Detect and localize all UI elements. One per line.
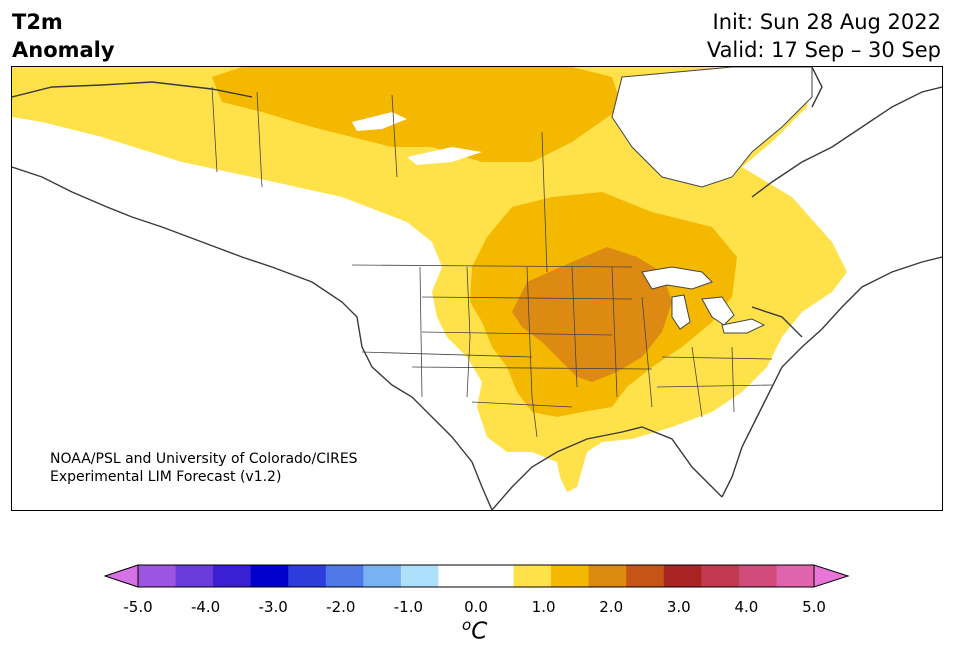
colorbar-tick-label: 2.0 bbox=[599, 598, 624, 616]
colorbar-cell bbox=[588, 565, 627, 587]
forecast-dates: Init: Sun 28 Aug 2022 Valid: 17 Sep – 30… bbox=[707, 8, 941, 64]
colorbar-cell bbox=[400, 565, 439, 587]
colorbar-cell bbox=[626, 565, 665, 587]
colorbar-min-extension bbox=[103, 564, 139, 588]
colorbar-cell bbox=[288, 565, 327, 587]
colorbar-tick-label: 5.0 bbox=[802, 598, 826, 616]
colorbar-unit: oC bbox=[462, 616, 487, 645]
colorbar-tick-label: 0.0 bbox=[464, 598, 488, 616]
colorbar-cell bbox=[663, 565, 702, 587]
credit-text: NOAA/PSL and University of Colorado/CIRE… bbox=[50, 450, 358, 486]
hudson-bay bbox=[611, 67, 813, 188]
anomaly-shading-1.5 bbox=[512, 247, 672, 382]
colorbar-cell bbox=[175, 565, 214, 587]
colorbar-tick-label: 4.0 bbox=[734, 598, 759, 616]
colorbar bbox=[103, 564, 850, 588]
colorbar-cell bbox=[250, 565, 289, 587]
political-borders bbox=[211, 86, 773, 438]
variable-title: T2m bbox=[12, 10, 63, 34]
plot-title: T2m Anomaly bbox=[12, 8, 115, 64]
credit-line-2: Experimental LIM Forecast (v1.2) bbox=[50, 469, 282, 485]
colorbar-outline bbox=[137, 564, 815, 588]
variable-subtitle: Anomaly bbox=[12, 38, 115, 62]
credit-line-1: NOAA/PSL and University of Colorado/CIRE… bbox=[50, 451, 358, 467]
colorbar-tick-label: -1.0 bbox=[393, 598, 424, 616]
colorbar-cell bbox=[513, 565, 552, 587]
unit-superscript: o bbox=[462, 616, 472, 634]
colorbar-cell bbox=[363, 565, 402, 587]
unit-base: C bbox=[471, 618, 488, 645]
anomaly-map: NOAA/PSL and University of Colorado/CIRE… bbox=[11, 66, 943, 511]
colorbar-cell bbox=[551, 565, 590, 587]
colorbar-tick-label: -3.0 bbox=[258, 598, 288, 616]
colorbar-cell bbox=[476, 565, 515, 587]
map-canvas bbox=[12, 67, 942, 510]
colorbar-tick-label: -2.0 bbox=[326, 598, 356, 616]
colorbar-cell bbox=[776, 565, 815, 587]
colorbar-tick-label: 1.0 bbox=[531, 598, 556, 616]
colorbar-cell bbox=[138, 565, 177, 587]
colorbar-cells bbox=[138, 565, 815, 587]
colorbar-cell bbox=[701, 565, 740, 587]
colorbar-tick-label: 3.0 bbox=[666, 598, 691, 616]
colorbar-cell bbox=[325, 565, 364, 587]
colorbar-tick-label: -4.0 bbox=[190, 598, 221, 616]
init-date: Init: Sun 28 Aug 2022 bbox=[712, 10, 941, 34]
great-lakes bbox=[641, 266, 766, 334]
colorbar-cell bbox=[438, 565, 477, 587]
canadian-lakes bbox=[352, 112, 482, 165]
valid-date: Valid: 17 Sep – 30 Sep bbox=[706, 38, 941, 62]
anomaly-shading-0.5 bbox=[12, 67, 847, 492]
colorbar-tick-label: -5.0 bbox=[123, 598, 153, 616]
colorbar-cell bbox=[738, 565, 777, 587]
colorbar-max-extension bbox=[813, 564, 850, 588]
colorbar-cell bbox=[213, 565, 252, 587]
coastlines bbox=[12, 67, 942, 510]
